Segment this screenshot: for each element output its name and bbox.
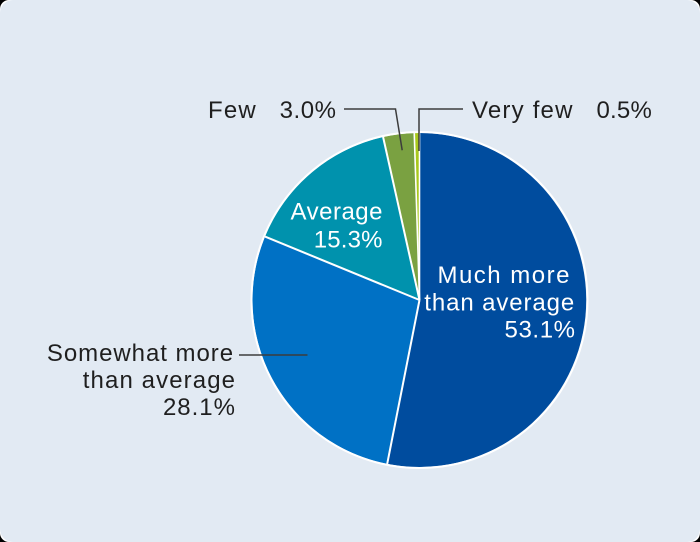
svg-text:Average: Average xyxy=(291,199,383,226)
svg-text:28.1%: 28.1% xyxy=(163,394,236,421)
svg-text:Few: Few xyxy=(208,97,257,124)
svg-text:than average: than average xyxy=(424,289,575,316)
svg-text:Somewhat more: Somewhat more xyxy=(47,340,234,367)
svg-text:Very few: Very few xyxy=(472,97,574,124)
svg-text:0.5%: 0.5% xyxy=(596,97,652,124)
svg-text:than average: than average xyxy=(83,367,236,394)
svg-text:53.1%: 53.1% xyxy=(505,316,576,343)
svg-text:3.0%: 3.0% xyxy=(280,97,337,124)
svg-text:15.3%: 15.3% xyxy=(314,227,383,254)
svg-text:Much more: Much more xyxy=(437,262,571,289)
